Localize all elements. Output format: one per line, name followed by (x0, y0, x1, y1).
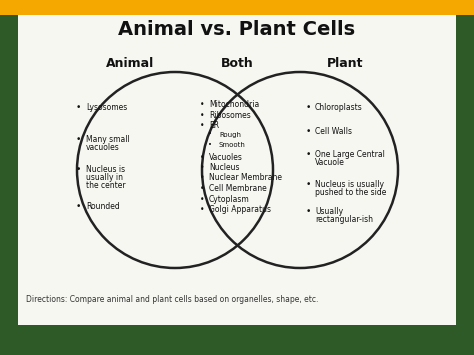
Text: •: • (200, 174, 204, 182)
Text: Vacuoles: Vacuoles (209, 153, 243, 162)
Text: Smooth: Smooth (219, 142, 246, 148)
Text: Both: Both (220, 57, 254, 70)
Text: One Large Central: One Large Central (315, 150, 385, 159)
Text: Rough: Rough (219, 131, 241, 137)
Text: •: • (208, 131, 212, 137)
Text: Mitochondria: Mitochondria (209, 100, 259, 109)
Text: Animal vs. Plant Cells: Animal vs. Plant Cells (118, 20, 356, 39)
Text: •: • (200, 153, 204, 162)
Text: •: • (200, 121, 204, 130)
Text: Usually: Usually (315, 207, 343, 216)
Text: •: • (305, 207, 310, 216)
Text: •: • (208, 142, 212, 148)
Text: Cytoplasm: Cytoplasm (209, 195, 250, 203)
Text: pushed to the side: pushed to the side (315, 188, 386, 197)
Text: •: • (305, 180, 310, 189)
Text: Rounded: Rounded (86, 202, 120, 211)
Text: •: • (200, 100, 204, 109)
Text: Animal: Animal (106, 57, 154, 70)
Text: vacuoles: vacuoles (86, 143, 120, 152)
Text: rectangular-ish: rectangular-ish (315, 215, 373, 224)
Text: •: • (200, 195, 204, 203)
Bar (18, 15, 456, 325)
Text: usually in: usually in (86, 173, 123, 182)
Text: •: • (305, 103, 310, 112)
Text: •: • (75, 202, 81, 211)
Text: •: • (75, 165, 81, 174)
Text: Golgi Apparatus: Golgi Apparatus (209, 205, 271, 214)
Text: Plant: Plant (327, 57, 363, 70)
Text: Vacuole: Vacuole (315, 158, 345, 167)
Text: ER: ER (209, 121, 219, 130)
Text: Nucleus is: Nucleus is (86, 165, 125, 174)
Text: the center: the center (86, 181, 126, 190)
Text: •: • (200, 110, 204, 120)
Text: Cell Membrane: Cell Membrane (209, 184, 267, 193)
Bar (0, 0, 474, 15)
Text: Many small: Many small (86, 135, 130, 144)
Text: Nucleus: Nucleus (209, 163, 239, 172)
Text: •: • (305, 127, 310, 136)
Text: Cell Walls: Cell Walls (315, 127, 352, 136)
Text: •: • (75, 135, 81, 144)
Text: •: • (200, 184, 204, 193)
Text: •: • (305, 150, 310, 159)
Text: Chloroplasts: Chloroplasts (315, 103, 363, 112)
Text: Directions: Compare animal and plant cells based on organelles, shape, etc.: Directions: Compare animal and plant cel… (26, 295, 319, 304)
Text: Nuclear Membrane: Nuclear Membrane (209, 174, 282, 182)
Text: •: • (200, 163, 204, 172)
Text: •: • (200, 205, 204, 214)
Text: Ribosomes: Ribosomes (209, 110, 251, 120)
Text: Nucleus is usually: Nucleus is usually (315, 180, 384, 189)
Text: •: • (75, 103, 81, 112)
Text: Lysosomes: Lysosomes (86, 103, 127, 112)
